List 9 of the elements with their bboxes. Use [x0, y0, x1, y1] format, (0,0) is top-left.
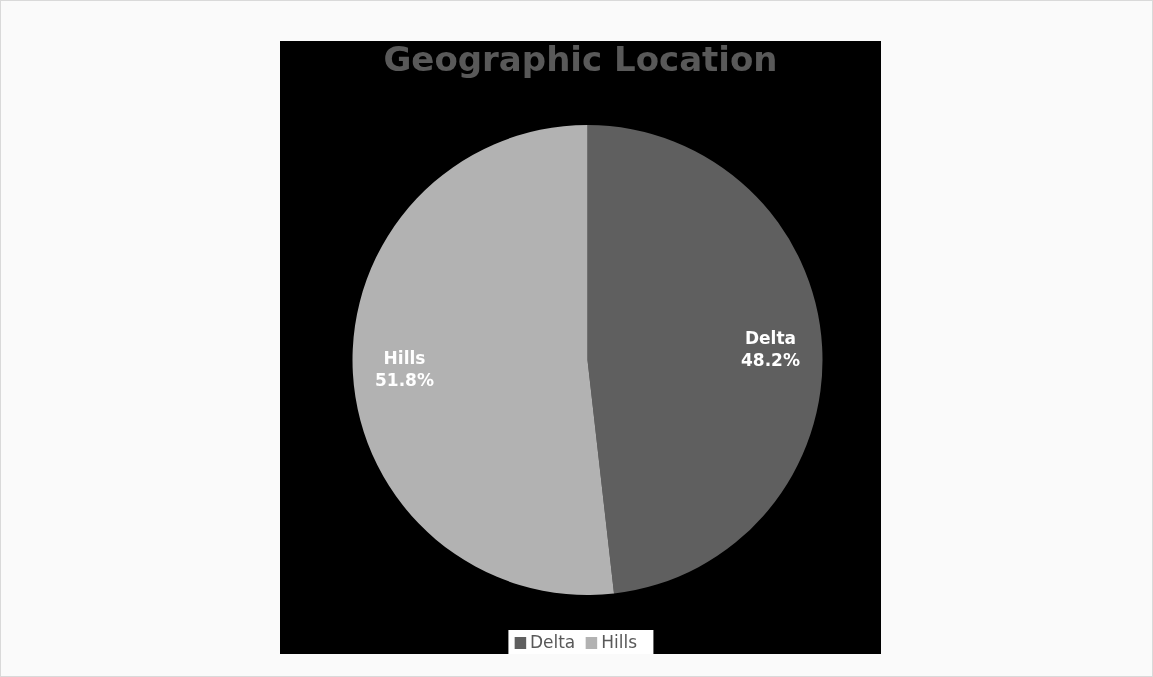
pie-slice — [352, 125, 615, 595]
data-label: 51.8% — [375, 370, 434, 391]
slice-label: Delta — [744, 327, 797, 348]
legend-label: Hills — [601, 632, 638, 652]
legend-label: Delta — [529, 632, 576, 652]
slice-label: Hills — [383, 348, 426, 369]
data-label: 48.2% — [741, 349, 800, 370]
chart-title: Geographic Location — [382, 39, 779, 79]
pie-slice — [587, 125, 823, 594]
